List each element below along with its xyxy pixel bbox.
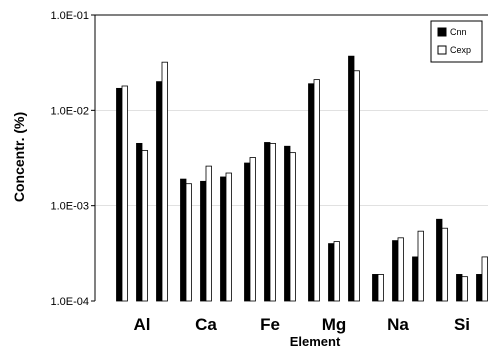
bar-cnn — [348, 55, 355, 302]
bar-cexp — [249, 157, 256, 302]
legend: Cnn Cexp — [430, 20, 483, 63]
bar-cnn — [392, 240, 399, 302]
y-axis-label: Concentr. (%) — [11, 112, 27, 202]
bar-cnn — [156, 81, 163, 302]
bar-cnn — [308, 83, 315, 302]
bar-cexp — [397, 237, 404, 302]
bar-cnn — [136, 142, 143, 302]
bar-cnn — [116, 87, 123, 302]
bar-cnn — [264, 142, 271, 302]
bar-cexp — [289, 152, 296, 302]
x-category-label: Ca — [195, 315, 217, 334]
bar-cexp — [417, 230, 424, 302]
bar-cexp — [333, 241, 340, 302]
legend-box — [430, 20, 483, 63]
bar-cexp — [353, 70, 360, 302]
bar-cexp — [441, 227, 448, 302]
x-category-label: Mg — [322, 315, 347, 334]
bar-cexp — [269, 142, 276, 302]
bar-cnn — [220, 176, 227, 302]
bar-cnn — [328, 243, 335, 302]
x-axis-label: Element — [290, 334, 341, 349]
axes — [91, 14, 488, 302]
legend-label-cnn: Cnn — [450, 27, 467, 37]
y-tick-label: 1.0E-04 — [50, 296, 89, 308]
x-category-label: Si — [454, 315, 470, 334]
bar-cnn — [180, 178, 187, 302]
y-tick-label: 1.0E-01 — [50, 10, 89, 22]
y-tick-label: 1.0E-03 — [50, 201, 89, 213]
bar-cnn — [284, 145, 291, 302]
bar-cnn — [476, 274, 483, 302]
bar-cexp — [461, 276, 468, 302]
bar-cnn — [244, 162, 251, 302]
y-tick-label: 1.0E-02 — [50, 105, 89, 117]
bar-cexp — [121, 85, 128, 302]
legend-swatch-cnn — [437, 27, 447, 37]
x-category-label: Na — [387, 315, 409, 334]
x-category-labels: Al Ca Fe Mg Na Si — [134, 315, 471, 334]
legend-label-cexp: Cexp — [450, 45, 471, 55]
legend-swatch-cexp — [437, 45, 447, 55]
bar-cexp — [185, 183, 192, 302]
bar-cexp — [161, 61, 168, 302]
bar-cnn — [412, 256, 419, 302]
bar-cnn — [456, 274, 463, 302]
bar-cexp — [205, 165, 212, 302]
bar-cexp — [141, 149, 148, 302]
bar-cexp — [481, 256, 488, 302]
bar-cnn — [436, 218, 443, 302]
x-category-label: Fe — [260, 315, 280, 334]
bar-cnn — [372, 274, 379, 302]
bars — [116, 55, 488, 302]
bar-cexp — [377, 274, 384, 302]
x-category-label: Al — [134, 315, 151, 334]
bar-cnn — [200, 180, 207, 302]
bar-cexp — [313, 79, 320, 302]
bar-cexp — [225, 172, 232, 302]
y-tick-labels: 1.0E-04 1.0E-03 1.0E-02 1.0E-01 — [50, 10, 89, 308]
